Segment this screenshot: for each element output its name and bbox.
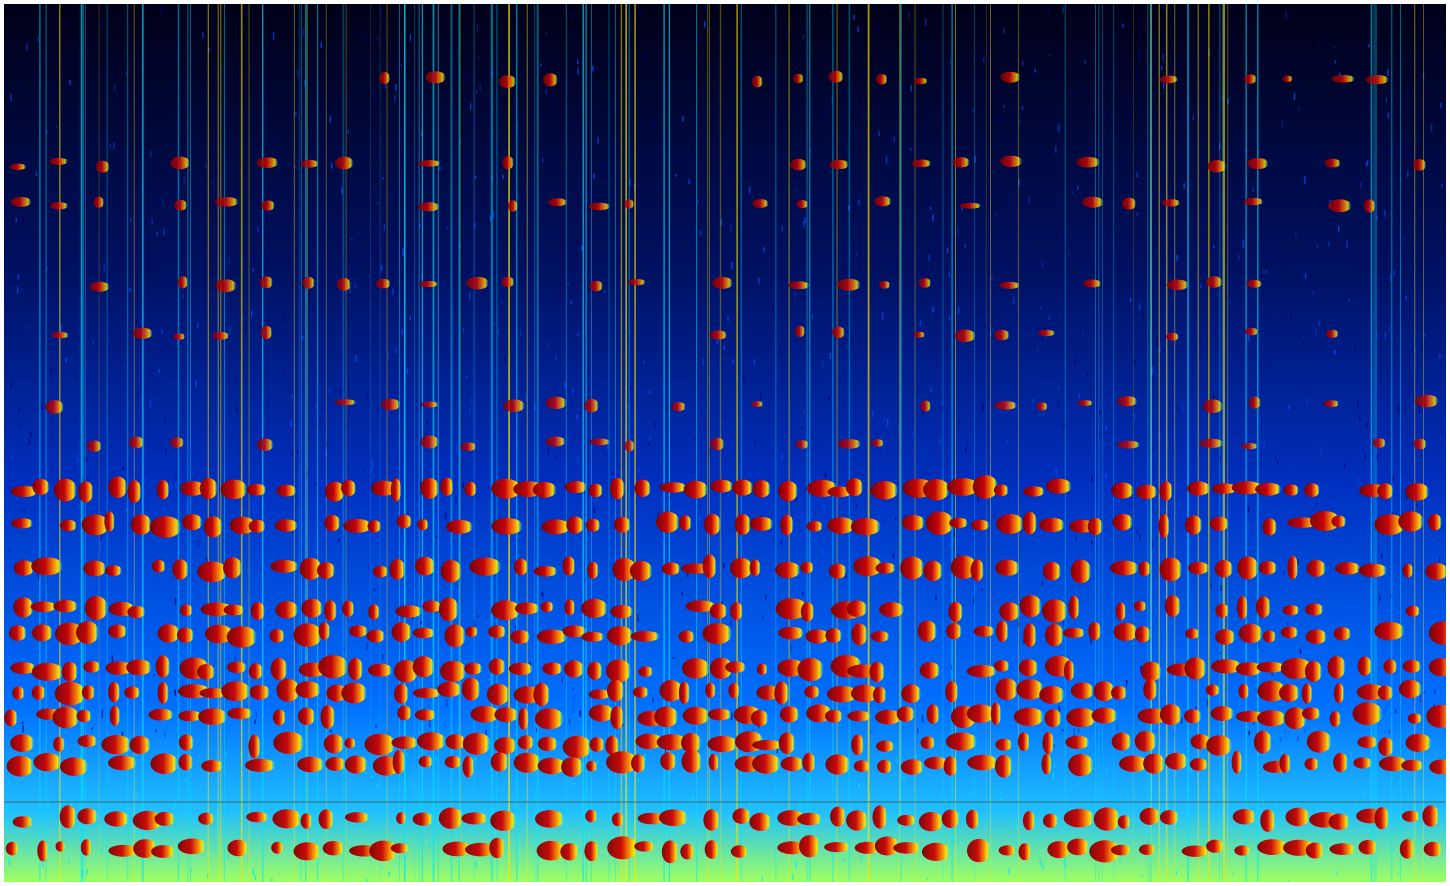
harmonic-bands [4,70,1446,864]
spectrogram-plot [4,4,1446,882]
spectrogram-canvas [4,4,1446,882]
